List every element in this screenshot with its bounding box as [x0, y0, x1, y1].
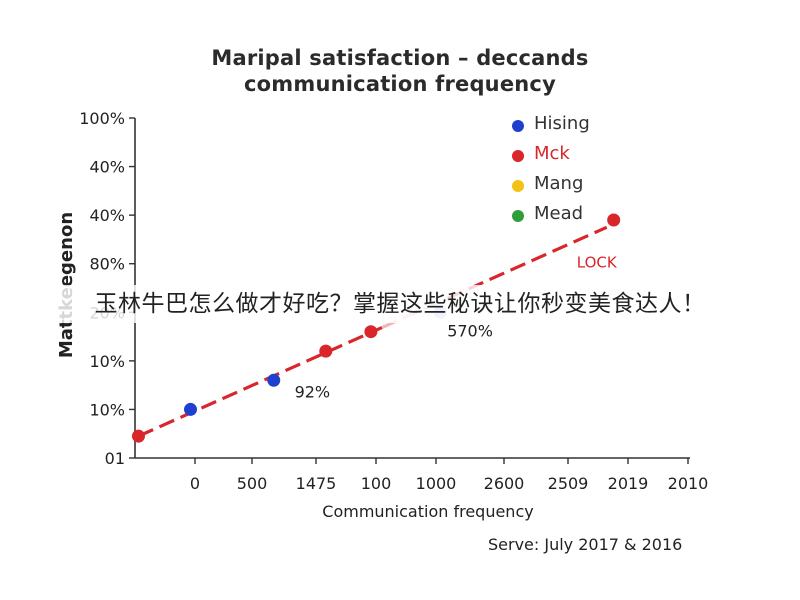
y-tick-label: 80%: [89, 255, 125, 274]
x-tick-label: 1000: [416, 474, 457, 493]
legend-marker-mang: [512, 180, 524, 192]
data-point-mck: [364, 325, 378, 339]
legend-label-mead: Mead: [534, 203, 584, 224]
x-tick-label: 100: [361, 474, 392, 493]
legend-label-mck: Mck: [534, 143, 570, 164]
y-tick-label: 10%: [89, 400, 125, 419]
y-tick-label: 100%: [79, 109, 125, 128]
chart-title-line-1: Maripal satisfaction – deccands: [211, 46, 589, 70]
trendline-label: LOCK: [577, 253, 618, 271]
x-tick-label: 0: [190, 474, 200, 493]
x-axis-label: Communication frequency: [322, 502, 533, 521]
x-tick-label: 500: [237, 474, 268, 493]
legend-marker-hising: [512, 120, 524, 132]
source-note: Serve: July 2017 & 2016: [488, 535, 683, 554]
x-tick-label: 2010: [668, 474, 709, 493]
legend-label-hising: Hising: [534, 113, 590, 134]
data-annotation: 92%: [295, 382, 331, 401]
data-annotation: 570%: [447, 322, 493, 341]
y-tick-label: 40%: [89, 158, 125, 177]
overlay-caption-banner: 玉林牛巴怎么做才好吃？掌握这些秘诀让你秒变美食达人！: [0, 285, 800, 323]
data-point-hising: [184, 402, 197, 416]
legend-label-mang: Mang: [534, 173, 584, 194]
y-tick-label: 40%: [89, 206, 125, 225]
y-tick-label: 10%: [89, 352, 125, 371]
legend-marker-mead: [512, 210, 524, 222]
data-point-mck: [319, 344, 333, 358]
x-tick-label: 2019: [608, 474, 649, 493]
data-point-mck: [131, 429, 145, 443]
data-point-hising: [267, 373, 281, 387]
chart-title-line-2: communication frequency: [244, 72, 556, 96]
y-tick-label: 01: [105, 449, 125, 468]
x-tick-label: 1475: [296, 474, 337, 493]
legend-marker-mck: [512, 150, 524, 162]
data-point-mck: [607, 213, 621, 227]
x-tick-label: 2509: [548, 474, 589, 493]
x-tick-label: 2600: [484, 474, 525, 493]
trendline-segment: [137, 326, 383, 438]
